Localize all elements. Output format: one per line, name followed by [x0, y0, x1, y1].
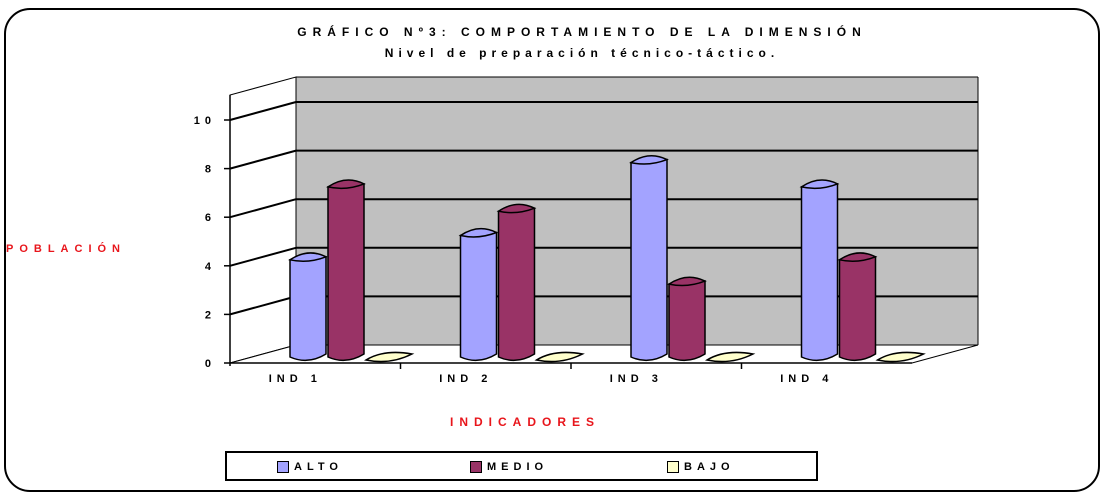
y-tick-label: 10	[194, 115, 216, 127]
y-tick-label: 6	[205, 212, 216, 224]
x-tick-label: IND 3	[610, 373, 663, 385]
x-axis-label: INDICADORES	[450, 415, 600, 429]
legend-label: MEDIO	[487, 461, 549, 473]
gridline-side	[229, 246, 297, 267]
x-tick-label: IND 4	[780, 373, 833, 385]
bar-medio	[497, 207, 536, 362]
bar-alto	[630, 158, 668, 362]
bar-bajo	[363, 351, 415, 363]
gridline-side	[229, 295, 297, 316]
bar-top-alto	[288, 252, 328, 263]
y-axis-label: POBLACIÓN	[6, 242, 126, 255]
legend-swatch	[470, 461, 482, 473]
bar-top-alto	[629, 155, 669, 165]
gridline-side	[229, 198, 297, 219]
bar-bajo	[704, 351, 756, 363]
bar-medio	[668, 280, 706, 362]
chart-subtitle: Nivel de preparación técnico-táctico.	[385, 46, 779, 60]
legend-item-bajo: BAJO	[667, 460, 735, 474]
bar-alto	[289, 255, 327, 362]
legend-label: ALTO	[294, 461, 343, 473]
bar-medio	[327, 183, 365, 362]
bar-bajo	[534, 351, 585, 363]
bar-alto	[800, 183, 839, 362]
legend-swatch	[277, 461, 289, 473]
legend-label: BAJO	[684, 461, 735, 473]
y-tick-label: 2	[205, 309, 216, 321]
chart-title: GRÁFICO Nº3: COMPORTAMIENTO DE LA DIMENS…	[297, 24, 867, 39]
legend-swatch	[667, 461, 679, 473]
gridline-side	[229, 149, 297, 170]
bar-top-medio	[667, 276, 707, 287]
bar-alto	[459, 231, 498, 362]
bar-top-medio	[326, 179, 366, 190]
y-tick-label: 0	[205, 358, 216, 370]
bar-top-alto	[799, 179, 840, 190]
bar-top-medio	[837, 252, 878, 263]
legend-item-medio: MEDIO	[470, 460, 548, 474]
x-tick-label: IND 2	[439, 373, 492, 385]
side-wall	[229, 76, 297, 364]
bar-top-medio	[496, 203, 537, 214]
y-tick-label: 4	[205, 261, 216, 273]
bar-top-alto	[458, 227, 499, 238]
gridline-side	[229, 101, 297, 121]
x-tick-label: IND 1	[269, 373, 322, 385]
y-tick-label: 8	[205, 164, 216, 176]
legend-item-alto: ALTO	[277, 460, 343, 474]
bar-medio	[838, 255, 877, 362]
bar-bajo	[875, 351, 926, 363]
chart-legend: ALTO MEDIO BAJO	[225, 451, 818, 481]
